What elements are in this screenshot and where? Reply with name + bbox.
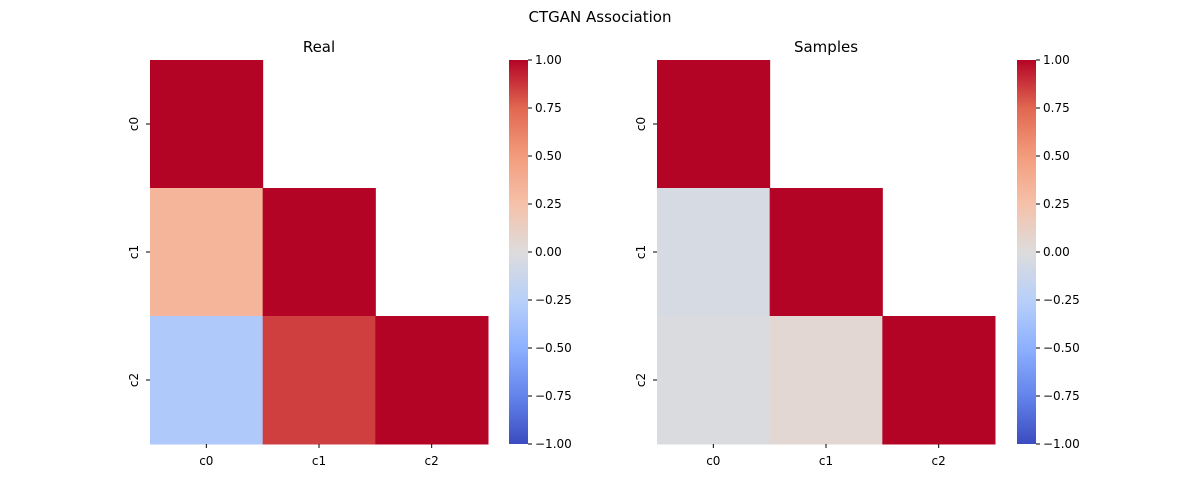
panel-title: Real	[303, 38, 335, 56]
x-tick-label: c0	[706, 454, 720, 468]
y-tick-label: c1	[127, 245, 141, 259]
colorbar-tick-label: 0.50	[1043, 149, 1070, 163]
x-tick-label: c1	[819, 454, 833, 468]
y-tick-label: c2	[127, 373, 141, 387]
heatmap-cell-c1-c0	[657, 188, 771, 317]
heatmap-cell-c1-c0	[150, 188, 264, 317]
colorbar-tick-label: 0.50	[535, 149, 562, 163]
heatmap-cell-c2-c2	[375, 316, 489, 445]
colorbar-tick-label: −1.00	[535, 437, 572, 451]
heatmap-cell-c2-c1	[262, 316, 376, 445]
colorbar-tick-label: −0.25	[535, 293, 572, 307]
colorbar-tick-label: 0.75	[535, 101, 562, 115]
figure-title: CTGAN Association	[529, 8, 672, 26]
heatmap-cell-c0-c0	[150, 60, 264, 189]
heatmap-cell-c1-c1	[262, 188, 376, 317]
y-tick-label: c2	[634, 373, 648, 387]
heatmap-cell-c2-c1	[769, 316, 883, 445]
x-tick-label: c0	[199, 454, 213, 468]
panel-title: Samples	[794, 38, 858, 56]
y-tick-label: c0	[127, 117, 141, 131]
heatmap-cell-c2-c0	[150, 316, 264, 445]
heatmap-panel-real: Real c0 c1 c2 c0 c1 c2 −1.00 −0.75 −0.50 −0.25 0.00…	[127, 38, 572, 468]
colorbar-tick-label: 0.75	[1043, 101, 1070, 115]
colorbar	[509, 60, 528, 444]
colorbar-tick-label: −0.50	[535, 341, 572, 355]
colorbar-tick-label: 0.00	[535, 245, 562, 259]
colorbar-tick-label: −1.00	[1043, 437, 1080, 451]
colorbar-tick-label: −0.75	[535, 389, 572, 403]
colorbar-tick-label: −0.50	[1043, 341, 1080, 355]
x-tick-label: c2	[425, 454, 439, 468]
colorbar-tick-label: −0.25	[1043, 293, 1080, 307]
colorbar-tick-label: 0.00	[1043, 245, 1070, 259]
heatmap-panel-samples: Samples c0 c1 c2 c0 c1 c2 −1.00 −0.75 −0.50 −0.25 0…	[634, 38, 1080, 468]
heatmap-cell-c2-c0	[657, 316, 771, 445]
x-tick-label: c2	[932, 454, 946, 468]
colorbar-tick-label: 1.00	[535, 53, 562, 67]
y-tick-label: c1	[634, 245, 648, 259]
colorbar	[1017, 60, 1036, 444]
colorbar-tick-label: −0.75	[1043, 389, 1080, 403]
colorbar-tick-label: 0.25	[1043, 197, 1070, 211]
colorbar-tick-label: 1.00	[1043, 53, 1070, 67]
y-tick-label: c0	[634, 117, 648, 131]
colorbar-tick-label: 0.25	[535, 197, 562, 211]
heatmap-cell-c1-c1	[769, 188, 883, 317]
heatmap-cell-c0-c0	[657, 60, 771, 189]
x-tick-label: c1	[312, 454, 326, 468]
heatmap-cell-c2-c2	[882, 316, 996, 445]
